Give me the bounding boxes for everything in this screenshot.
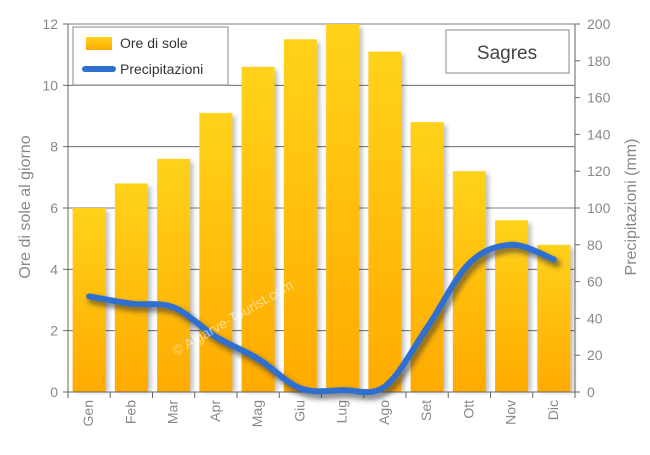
y2-tick-label: 40	[587, 310, 603, 326]
x-tick-label: Feb	[122, 400, 138, 424]
x-tick-label: Mar	[165, 400, 181, 424]
y-tick-label: 8	[50, 139, 58, 155]
y2-tick-label: 120	[587, 163, 611, 179]
location-box: Sagres	[446, 30, 569, 73]
x-tick-label: Ott	[460, 400, 476, 419]
bar-dic	[537, 245, 570, 392]
legend: Ore di sole Precipitazioni	[73, 27, 228, 85]
y2-tick-label: 60	[587, 274, 603, 290]
x-tick-label: Lug	[334, 400, 350, 423]
x-tick-label: Nov	[503, 400, 519, 425]
bar-apr	[199, 113, 232, 392]
y-axis-title: Ore di sole al giorno	[17, 135, 34, 278]
x-tick-label: Set	[418, 400, 434, 421]
y-tick-label: 6	[50, 200, 58, 216]
y2-tick-label: 200	[587, 16, 611, 32]
location-label: Sagres	[477, 43, 537, 64]
bar-ago	[368, 52, 401, 392]
y-tick-label: 0	[50, 384, 58, 400]
x-tick-label: Gen	[80, 400, 96, 426]
x-tick-label: Mag	[249, 400, 265, 427]
y2-tick-label: 80	[587, 237, 603, 253]
y-tick-label: 2	[50, 323, 58, 339]
y-tick-label: 4	[50, 261, 58, 277]
x-tick-label: Ago	[376, 400, 392, 425]
y-tick-label: 10	[42, 77, 58, 93]
bar-mag	[242, 67, 275, 392]
bar-giu	[284, 39, 317, 392]
x-tick-label: Dic	[545, 400, 561, 420]
y2-tick-label: 20	[587, 347, 603, 363]
bar-mar	[157, 159, 190, 392]
legend-label-bars: Ore di sole	[120, 35, 188, 51]
y-tick-label: 12	[42, 16, 58, 32]
legend-label-line: Precipitazioni	[120, 61, 203, 77]
y2-axis-title: Precipitazioni (mm)	[623, 139, 640, 276]
y2-tick-label: 100	[587, 200, 611, 216]
bar-lug	[326, 24, 359, 392]
y2-tick-label: 180	[587, 53, 611, 69]
legend-swatch-bars	[86, 37, 112, 50]
x-tick-label: Giu	[291, 400, 307, 422]
y2-tick-label: 160	[587, 90, 611, 106]
bar-feb	[115, 183, 148, 392]
x-tick-label: Apr	[207, 400, 223, 422]
y2-tick-label: 140	[587, 126, 611, 142]
y2-tick-label: 0	[587, 384, 595, 400]
